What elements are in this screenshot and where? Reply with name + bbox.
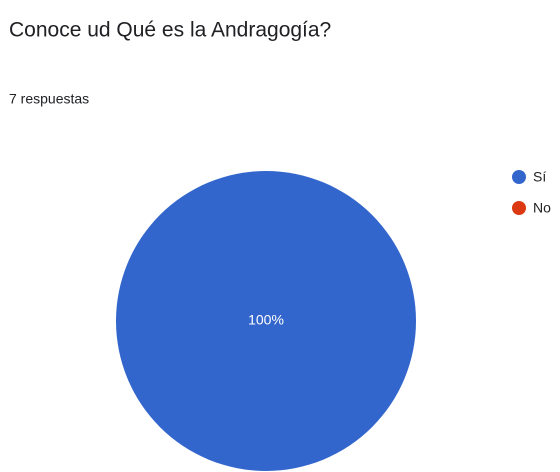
legend-swatch [512, 170, 526, 184]
legend-label: Sí [533, 169, 546, 185]
chart-subtitle: 7 respuestas [9, 91, 89, 107]
pie-slice [116, 171, 416, 471]
legend-label: No [533, 200, 551, 216]
chart-title: Conoce ud Qué es la Andragogía? [9, 19, 331, 42]
data-label: 100% [248, 312, 284, 328]
legend-swatch [512, 201, 526, 215]
